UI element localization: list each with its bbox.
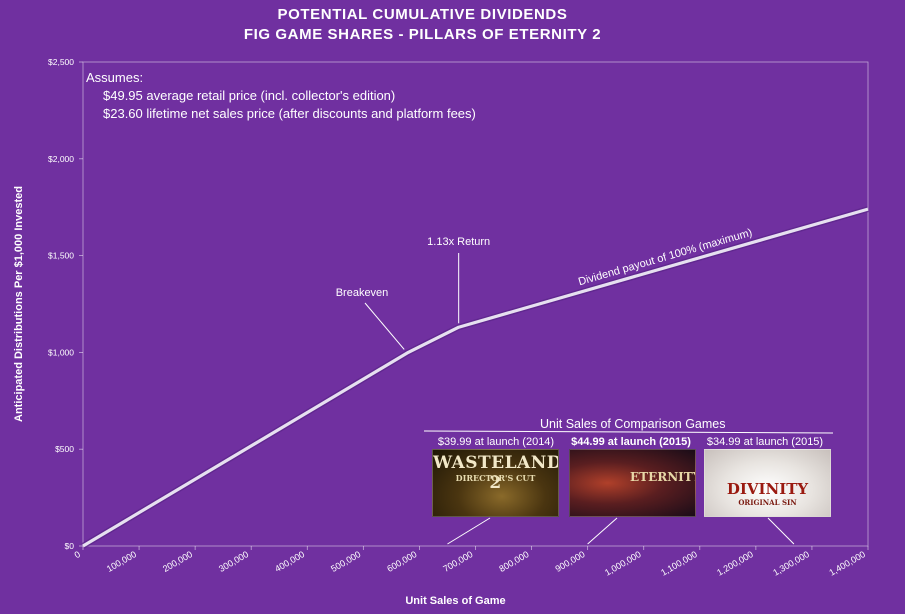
x-tick-label: 1,300,000 [771,549,811,578]
x-axis-label: Unit Sales of Game [405,595,505,607]
assumption-net-price: $23.60 lifetime net sales price (after d… [103,106,476,121]
comparison-pointer [447,517,491,545]
chart-subtitle: FIG GAME SHARES - PILLARS OF ETERNITY 2 [243,26,602,43]
y-tick-label: $2,500 [48,57,74,67]
y-tick-label: $0 [65,541,75,551]
wasteland-logo: WASTELAND 2 [433,453,559,493]
y-tick-label: $1,000 [48,347,74,357]
breakeven-label: Breakeven [336,287,389,299]
wasteland-2-cover-image: WASTELAND 2 DIRECTOR'S CUT [432,449,559,517]
y-tick-label: $1,500 [48,251,74,261]
x-tick-label: 0 [73,549,82,560]
x-tick-label: 200,000 [161,549,194,574]
x-tick-label: 1,000,000 [603,549,643,578]
x-tick-label: 1,400,000 [827,549,867,578]
wasteland-logo-sub: DIRECTOR'S CUT [455,473,536,483]
divinity-logo: DIVINITY [726,480,809,498]
x-tick-label: 400,000 [273,549,306,574]
y-tick-label: $500 [55,444,74,454]
pillars-of-eternity-cover-image: ETERNITY [569,449,696,517]
x-tick-label: 700,000 [441,549,474,574]
game-price-label-2: $44.99 at launch (2015) [571,436,691,448]
x-tick-label: 900,000 [553,549,586,574]
divinity-logo-sub: ORIGINAL SIN [738,498,797,507]
assumptions-heading: Assumes: [86,70,144,85]
comparison-pointer [767,517,795,545]
x-tick-label: 800,000 [497,549,530,574]
x-tick-label: 300,000 [217,549,250,574]
y-tick-label: $2,000 [48,154,74,164]
x-tick-label: 600,000 [385,549,418,574]
series-line [82,207,869,548]
x-tick-label: 1,200,000 [715,549,755,578]
game-price-label-3: $34.99 at launch (2015) [706,436,824,448]
x-tick-label: 500,000 [329,549,362,574]
chart-title: POTENTIAL CUMULATIVE DIVIDENDS [277,6,568,23]
game-price-label-1: $39.99 at launch (2014) [437,436,555,448]
eternity-logo: ETERNITY [630,470,696,484]
max-payout-label: Dividend payout of 100% (maximum) [577,227,754,289]
breakeven-pointer [364,302,405,350]
comparison-title: Unit Sales of Comparison Games [540,417,726,431]
comparison-pointer [587,517,618,545]
x-tick-label: 100,000 [105,549,138,574]
return-label: 1.13x Return [427,236,490,248]
assumption-retail-price: $49.95 average retail price (incl. colle… [103,88,396,103]
y-axis-label: Anticipated Distributions Per $1,000 Inv… [13,186,25,422]
x-tick-label: 1,100,000 [659,549,699,578]
divinity-original-sin-cover-image: DIVINITY ORIGINAL SIN [704,449,831,517]
comparison-bracket-line [423,430,834,434]
